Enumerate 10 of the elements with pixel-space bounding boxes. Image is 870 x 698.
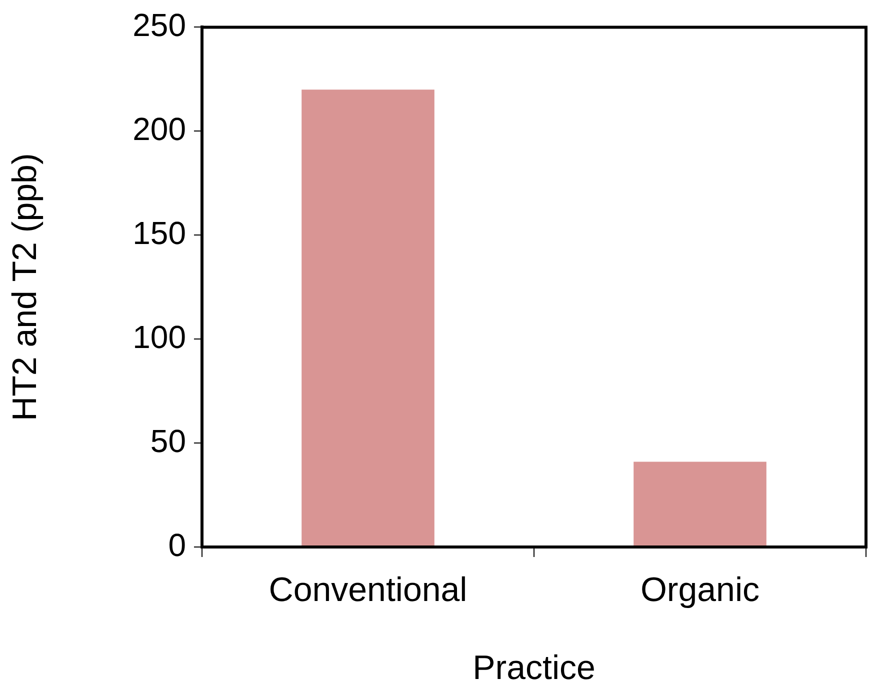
y-axis-title: HT2 and T2 (ppb) (6, 153, 44, 421)
y-tick-label: 50 (150, 422, 186, 459)
y-tick-label: 0 (168, 526, 186, 563)
x-axis-title: Practice (472, 648, 596, 687)
y-tick-label: 150 (132, 214, 186, 251)
y-tick-label: 100 (132, 318, 186, 355)
x-tick-label: Conventional (268, 570, 468, 609)
y-tick-label: 250 (132, 7, 186, 44)
x-tick-label: Organic (640, 570, 760, 609)
y-tick-label: 200 (132, 110, 186, 147)
